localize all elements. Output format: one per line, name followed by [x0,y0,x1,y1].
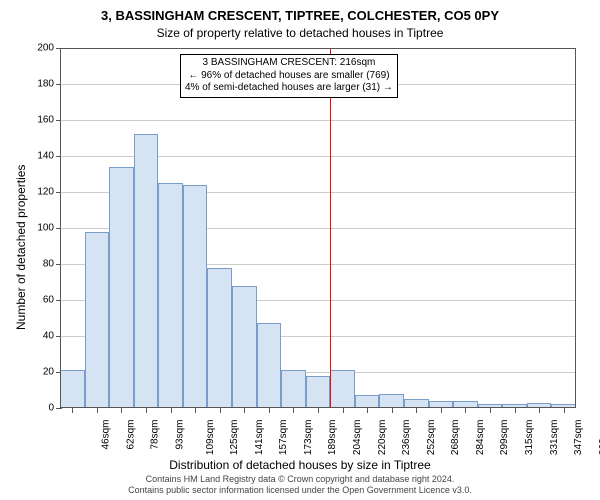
x-tick-label: 173sqm [303,420,314,456]
x-tick-label: 46sqm [101,420,112,450]
x-tick-label: 78sqm [150,420,161,450]
y-tick-label: 20 [43,367,54,378]
x-tick-label: 299sqm [500,420,511,456]
x-tick-mark [72,408,73,413]
x-tick-mark [318,408,319,413]
x-tick-mark [515,408,516,413]
x-tick-label: 125sqm [229,420,240,456]
y-tick-label: 160 [37,115,54,126]
y-tick-label: 180 [37,79,54,90]
x-tick-mark [392,408,393,413]
y-tick-label: 80 [43,259,54,270]
y-tick-label: 100 [37,223,54,234]
y-tick-label: 60 [43,295,54,306]
chart-container: 3, BASSINGHAM CRESCENT, TIPTREE, COLCHES… [0,0,600,500]
x-tick-label: 62sqm [125,420,136,450]
y-tick-label: 120 [37,187,54,198]
chart-subtitle: Size of property relative to detached ho… [0,26,600,40]
chart-title: 3, BASSINGHAM CRESCENT, TIPTREE, COLCHES… [0,8,600,23]
footer: Contains HM Land Registry data © Crown c… [0,474,600,496]
x-tick-mark [244,408,245,413]
footer-line: Contains public sector information licen… [128,485,472,495]
x-tick-mark [564,408,565,413]
x-tick-label: 284sqm [475,420,486,456]
x-tick-mark [97,408,98,413]
y-axis-ticks: 020406080100120140160180200 [0,48,58,408]
x-tick-label: 252sqm [426,420,437,456]
x-tick-mark [416,408,417,413]
plot-area: 3 BASSINGHAM CRESCENT: 216sqm ← 96% of d… [60,48,576,408]
x-tick-mark [293,408,294,413]
x-tick-mark [171,408,172,413]
x-tick-label: 189sqm [328,420,339,456]
y-tick-label: 140 [37,151,54,162]
x-tick-mark [121,408,122,413]
x-tick-mark [465,408,466,413]
x-tick-label: 268sqm [450,420,461,456]
y-tick-label: 40 [43,331,54,342]
x-tick-mark [269,408,270,413]
x-tick-mark [195,408,196,413]
x-tick-label: 204sqm [352,420,363,456]
x-axis-label: Distribution of detached houses by size … [0,458,600,472]
y-tick-label: 200 [37,43,54,54]
x-tick-mark [539,408,540,413]
x-tick-mark [220,408,221,413]
x-tick-label: 93sqm [175,420,186,450]
x-tick-label: 347sqm [573,420,584,456]
x-tick-mark [441,408,442,413]
x-tick-label: 157sqm [278,420,289,456]
x-tick-mark [146,408,147,413]
x-tick-label: 141sqm [254,420,265,456]
x-axis-ticks: 46sqm 62sqm 78sqm 93sqm 109sqm 125sqm 141sqm 15… [60,408,576,458]
plot-border [60,48,576,408]
x-tick-mark [490,408,491,413]
x-tick-label: 331sqm [549,420,560,456]
footer-line: Contains HM Land Registry data © Crown c… [146,474,455,484]
x-tick-label: 109sqm [205,420,216,456]
x-tick-mark [343,408,344,413]
x-tick-label: 315sqm [524,420,535,456]
x-tick-mark [367,408,368,413]
y-tick-label: 0 [48,403,54,414]
x-tick-label: 220sqm [377,420,388,456]
x-tick-label: 236sqm [401,420,412,456]
